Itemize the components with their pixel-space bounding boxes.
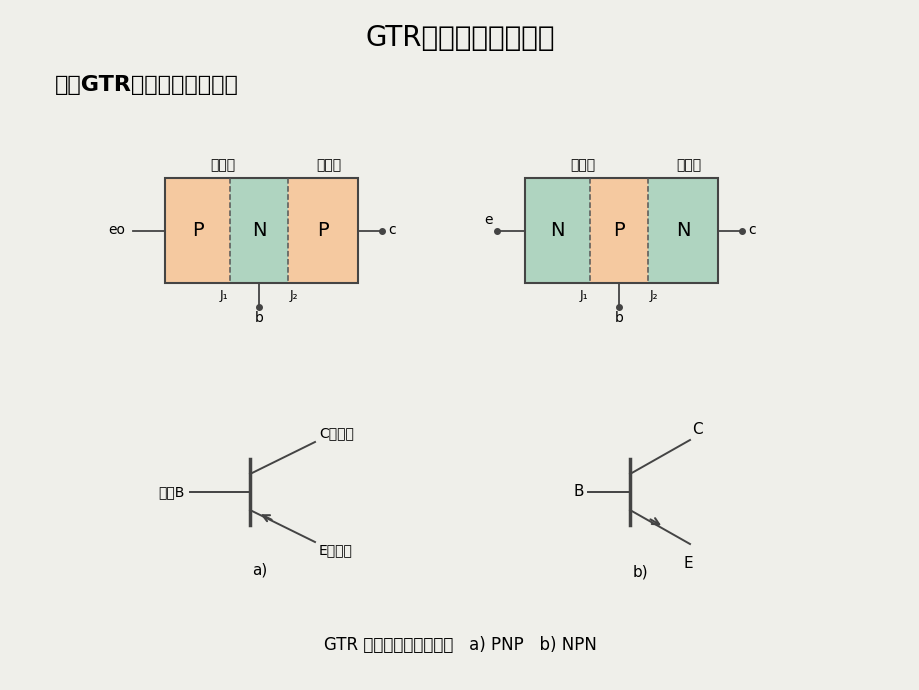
Text: J₁: J₁ bbox=[219, 289, 228, 302]
Bar bbox=[525, 178, 589, 283]
Text: b: b bbox=[614, 311, 623, 325]
Text: 集电结: 集电结 bbox=[316, 158, 341, 172]
Text: P: P bbox=[191, 221, 203, 240]
Text: 发射结: 发射结 bbox=[210, 158, 235, 172]
Text: 发射结: 发射结 bbox=[569, 158, 595, 172]
Text: E发射极: E发射极 bbox=[319, 543, 353, 557]
Text: C: C bbox=[691, 422, 702, 437]
Text: P: P bbox=[613, 221, 624, 240]
Text: c: c bbox=[747, 224, 754, 237]
Text: eo: eo bbox=[108, 224, 125, 237]
Text: P: P bbox=[317, 221, 328, 240]
Text: c: c bbox=[388, 224, 395, 237]
Text: E: E bbox=[683, 556, 692, 571]
Bar bbox=[165, 178, 230, 283]
Text: 基极B: 基极B bbox=[158, 485, 185, 499]
Text: J₁: J₁ bbox=[579, 289, 587, 302]
Text: b: b bbox=[255, 311, 263, 325]
Text: GTR的结构与工作原理: GTR的结构与工作原理 bbox=[365, 24, 554, 52]
Text: J₂: J₂ bbox=[650, 289, 658, 302]
Text: N: N bbox=[675, 221, 689, 240]
Text: 一．GTR的结构和工作原理: 一．GTR的结构和工作原理 bbox=[55, 75, 239, 95]
Text: B: B bbox=[573, 484, 584, 500]
Bar bbox=[288, 178, 357, 283]
Bar bbox=[230, 178, 288, 283]
Text: N: N bbox=[252, 221, 266, 240]
Text: J₂: J₂ bbox=[289, 289, 299, 302]
Text: GTR 的结构示意图及符号   a) PNP   b) NPN: GTR 的结构示意图及符号 a) PNP b) NPN bbox=[323, 636, 596, 654]
Text: N: N bbox=[550, 221, 564, 240]
Bar bbox=[165, 178, 357, 283]
Text: e: e bbox=[484, 213, 493, 226]
Bar bbox=[589, 178, 647, 283]
Text: 集电结: 集电结 bbox=[675, 158, 701, 172]
Text: C集电极: C集电极 bbox=[319, 426, 354, 440]
Text: b): b) bbox=[631, 564, 647, 580]
Bar bbox=[525, 178, 717, 283]
Bar bbox=[647, 178, 717, 283]
Text: a): a) bbox=[252, 562, 267, 578]
